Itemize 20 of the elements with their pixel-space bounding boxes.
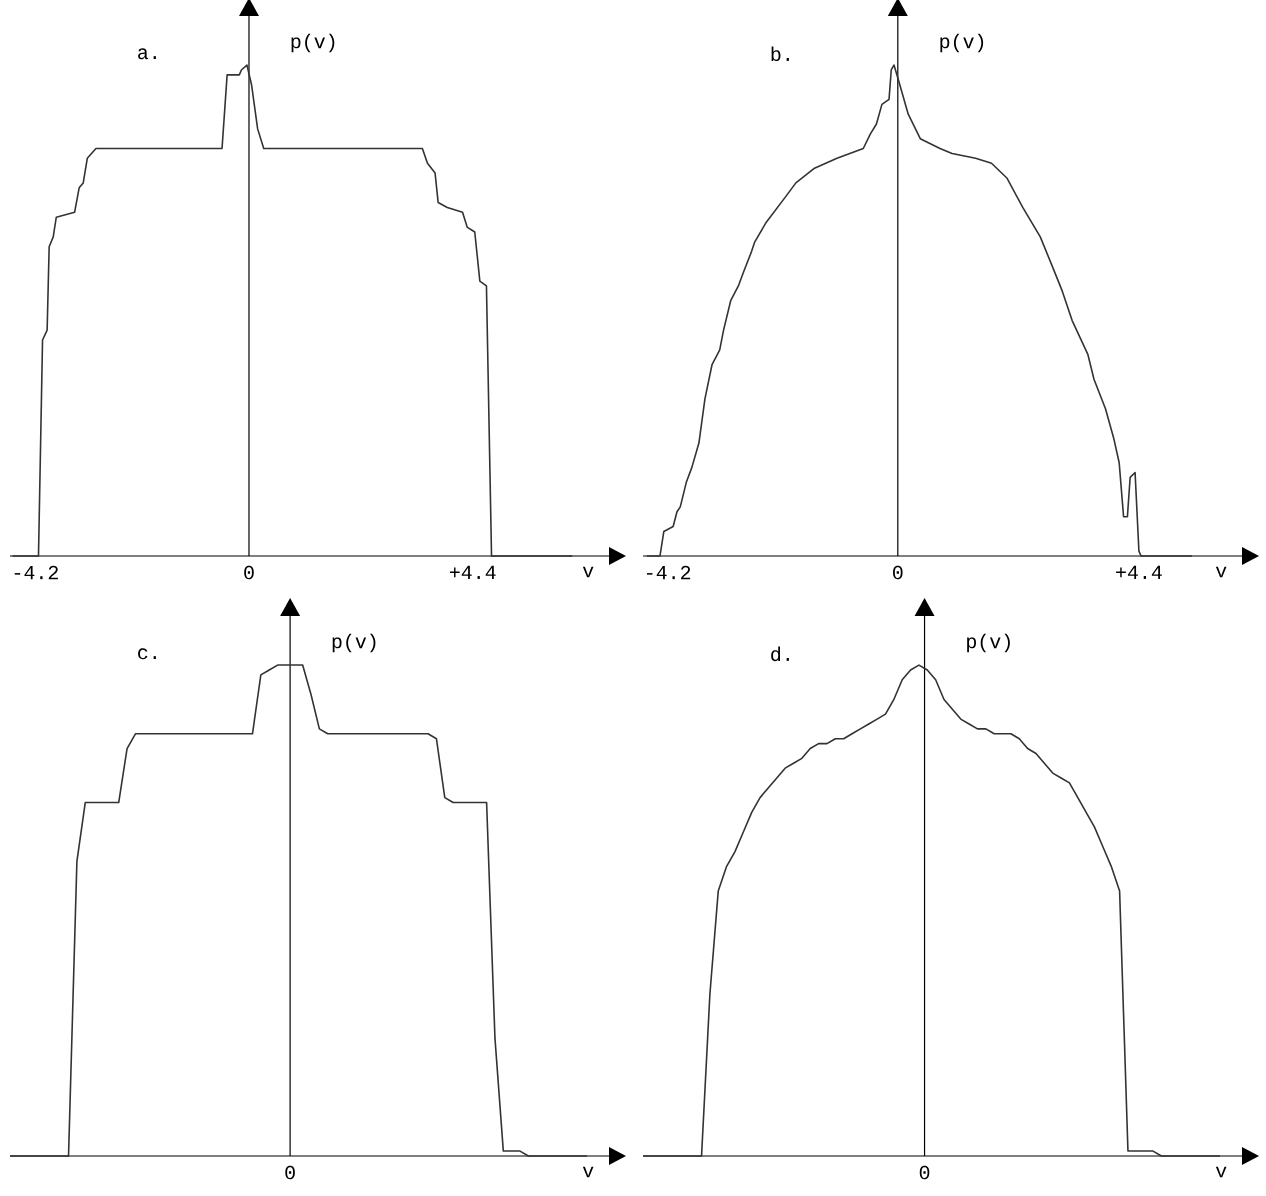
chart-title: a.	[138, 48, 156, 60]
y-axis-title: p(v)	[940, 33, 984, 53]
x-tick-label: 0	[244, 565, 254, 580]
x-tick-label: +4.4	[449, 565, 496, 579]
text: 0	[285, 1165, 295, 1180]
x-tick-label: 0	[893, 565, 903, 580]
x-axis-title: v	[582, 566, 594, 578]
text: 0	[919, 1165, 930, 1180]
x-tick-label: +4.4	[1116, 565, 1162, 579]
chart-title: c.	[138, 648, 156, 660]
x-axis-title: v	[1215, 1166, 1227, 1178]
chart-title: b.	[771, 46, 789, 62]
x-axis-title: v	[582, 1166, 594, 1178]
y-axis-title: p(v)	[967, 633, 1010, 653]
chart-title: d.	[771, 646, 789, 662]
y-axis-title: p(v)	[291, 33, 335, 53]
x-axis-title: v	[1215, 566, 1227, 578]
y-axis-title: p(v)	[332, 633, 376, 653]
x-tick-label: -4.2	[647, 565, 691, 580]
x-tick-label: -4.2	[14, 565, 58, 580]
